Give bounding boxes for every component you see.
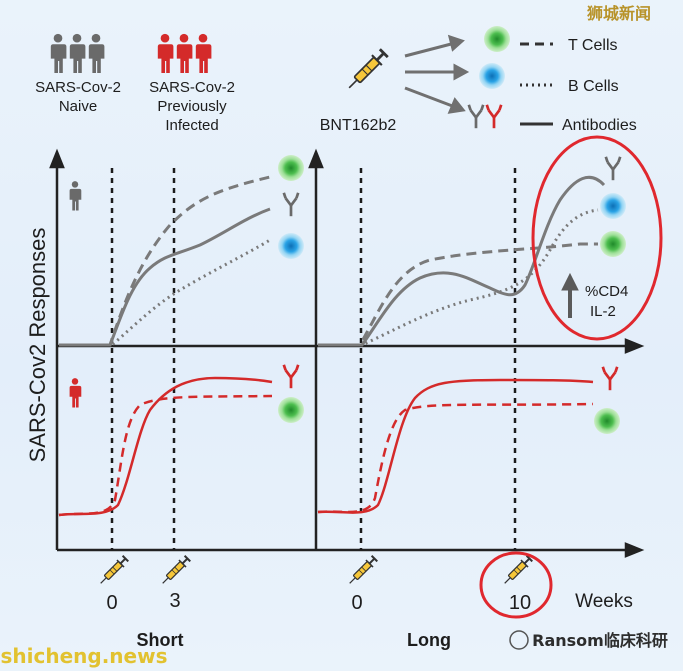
- infected-short-t-cells: [58, 394, 273, 517]
- t-cell-icon: [600, 231, 626, 257]
- naive-label-2: Naive: [59, 98, 97, 115]
- legend-t-cells: T Cells: [568, 37, 618, 54]
- t-cell-icon: [594, 408, 620, 434]
- highlight-circle-week-10: [479, 551, 553, 619]
- naive-short-antibodies: [59, 207, 271, 347]
- axes: [49, 148, 645, 558]
- b-cell-icon: [479, 63, 505, 89]
- infected-long-antibodies: [317, 378, 594, 514]
- up-arrow-icon: [561, 272, 579, 318]
- highlight-circle: [531, 135, 663, 341]
- naive-row-person-icon: [69, 181, 82, 211]
- watermark-top-right: 狮城新闻: [586, 4, 651, 23]
- panel-label-long: Long: [407, 630, 451, 650]
- infected-people-icon: [157, 33, 212, 73]
- watermark-bottom-right: Ransom临床科研: [532, 631, 668, 650]
- naive-short-t-cells: [59, 175, 271, 347]
- antibody-icon: [601, 365, 619, 392]
- antibody-legend-icon: [467, 103, 503, 130]
- vaccine-syringe-icon: [345, 554, 379, 588]
- tick-long-10: 10: [509, 592, 531, 614]
- b-cell-icon: [600, 193, 626, 219]
- vaccination-markers: [110, 168, 517, 550]
- legend-antibodies: Antibodies: [562, 117, 637, 134]
- vaccine-arrows: [404, 34, 470, 114]
- vaccine-syringe-icon: [342, 46, 391, 95]
- antibody-icon: [604, 155, 622, 182]
- naive-long-antibodies: [318, 175, 606, 347]
- infected-long-t-cells: [317, 402, 594, 514]
- tick-short-0: 0: [106, 592, 117, 614]
- infected-label-3: Infected: [165, 117, 218, 134]
- naive-label-1: SARS-Cov-2: [35, 79, 121, 96]
- tick-long-0: 0: [351, 592, 362, 614]
- annotation-cd4: %CD4: [585, 283, 628, 300]
- infected-long-curves: [317, 378, 594, 514]
- antibody-icon: [282, 191, 300, 218]
- vaccine-label: BNT162b2: [320, 117, 397, 134]
- x-unit-label: Weeks: [575, 591, 633, 612]
- naive-short-b-cells: [59, 238, 271, 347]
- legend: T Cells B Cells Antibodies: [467, 26, 637, 134]
- vaccine-syringe-icon: [500, 554, 534, 588]
- watermark-bottom-left: shicheng.news: [1, 644, 168, 668]
- infected-label-2: Previously: [157, 98, 227, 115]
- tick-short-3: 3: [169, 590, 180, 612]
- t-cell-icon: [484, 26, 510, 52]
- vaccine-syringe-icon: [158, 554, 192, 588]
- antibody-icon: [282, 363, 300, 390]
- vaccine-syringe-icon: [96, 554, 130, 588]
- panel-label-short: Short: [137, 630, 184, 650]
- infected-short-curves: [58, 376, 273, 517]
- infected-label-1: SARS-Cov-2: [149, 79, 235, 96]
- naive-people-icon: [50, 33, 105, 73]
- naive-long-curves: [318, 175, 606, 347]
- annotation-il2: IL-2: [590, 303, 616, 320]
- t-cell-icon: [278, 155, 304, 181]
- b-cell-icon: [278, 233, 304, 259]
- legend-b-cells: B Cells: [568, 78, 619, 95]
- wechat-icon: [509, 630, 529, 650]
- naive-short-curves: [59, 175, 271, 347]
- infected-row-person-icon: [69, 378, 82, 408]
- y-axis-label: SARS-Cov2 Responses: [25, 228, 50, 463]
- t-cell-icon: [278, 397, 304, 423]
